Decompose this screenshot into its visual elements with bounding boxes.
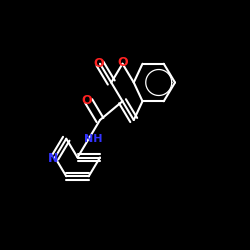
Text: O: O <box>81 94 92 107</box>
Text: O: O <box>118 56 128 69</box>
Text: NH: NH <box>84 134 102 143</box>
Text: N: N <box>48 152 58 164</box>
Text: O: O <box>94 57 104 70</box>
